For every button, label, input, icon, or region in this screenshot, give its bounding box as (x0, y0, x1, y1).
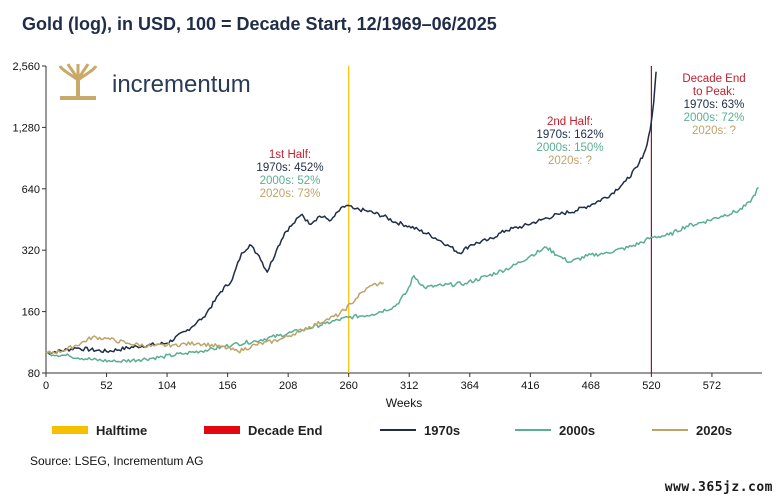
logo-trunk (76, 78, 80, 97)
x-tick-label: 156 (218, 380, 236, 392)
x-tick-label: 572 (703, 380, 721, 392)
y-tick-label: 1,280 (12, 122, 40, 134)
brand-name: incrementum (112, 71, 251, 98)
annotation-heading: 2nd Half: (547, 116, 593, 128)
legend-label: Halftime (96, 423, 147, 438)
x-tick-label: 104 (158, 380, 176, 392)
annotation-heading: to Peak: (693, 86, 735, 98)
legend-swatch-decade-end (204, 426, 240, 434)
x-tick-label: 364 (461, 380, 479, 392)
annotation-heading: Decade End (682, 73, 745, 85)
x-tick-label: 260 (340, 380, 358, 392)
y-tick-label: 160 (22, 307, 40, 319)
y-tick-label: 80 (28, 368, 40, 380)
annotation-heading: 1st Half: (269, 149, 311, 161)
annotation-line: 2000s: 72% (684, 112, 745, 124)
logo-branches (58, 63, 98, 82)
x-tick-label: 468 (582, 380, 600, 392)
annotation-line: 1970s: 63% (684, 99, 745, 111)
x-tick-label: 520 (642, 380, 660, 392)
y-tick-label: 320 (22, 245, 40, 257)
series-1970s (45, 71, 657, 355)
annotation-line: 2000s: 150% (536, 142, 603, 154)
legend: Halftime Decade End 1970s 2000s 2020s (52, 423, 732, 438)
logo-base (60, 96, 96, 100)
annotation-line: 1970s: 162% (536, 129, 603, 141)
y-tick-label: 2,560 (12, 61, 40, 73)
legend-label: 1970s (424, 423, 460, 438)
annotation-line: 2020s: 73% (260, 188, 321, 200)
legend-label: Decade End (248, 423, 322, 438)
chart-title: Gold (log), in USD, 100 = Decade Start, … (22, 14, 497, 34)
x-tick-label: 312 (400, 380, 418, 392)
x-tick-label: 208 (279, 380, 297, 392)
legend-swatch-halftime (52, 426, 88, 434)
x-axis-title: Weeks (386, 396, 422, 410)
x-tick-label: 52 (100, 380, 112, 392)
annotation-line: 2020s: ? (692, 125, 736, 137)
legend-label: 2000s (559, 423, 595, 438)
annotation-line: 2020s: ? (548, 155, 592, 167)
x-tick-label: 0 (43, 380, 49, 392)
source-note: Source: LSEG, Incrementum AG (30, 454, 204, 468)
tree-logo-icon (58, 63, 98, 100)
x-tick-label: 416 (521, 380, 539, 392)
y-tick-label: 640 (22, 184, 40, 196)
brand-logo: incrementum (58, 63, 251, 100)
watermark: www.365jz.com (664, 480, 773, 495)
legend-label: 2020s (696, 423, 732, 438)
plot-area: 80 160 320 640 1,280 2,560 0 52 104 156 208 260 312 3… (12, 61, 762, 410)
series-2020s (45, 281, 385, 355)
annotation-line: 2000s: 52% (260, 175, 321, 187)
annotation-line: 1970s: 452% (256, 162, 323, 174)
series-2000s (45, 186, 760, 363)
